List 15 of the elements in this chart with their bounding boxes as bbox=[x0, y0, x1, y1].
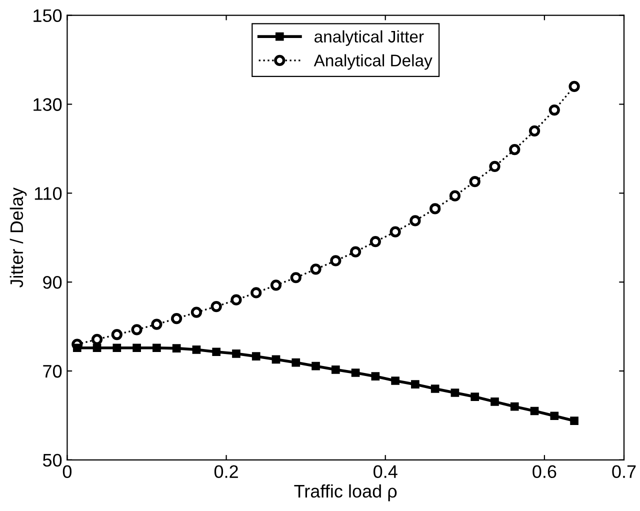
y-tick-label: 110 bbox=[34, 187, 62, 200]
legend-label: Analytical Delay bbox=[314, 54, 432, 70]
y-tick-label: 50 bbox=[42, 454, 62, 467]
y-tick-label: 70 bbox=[43, 364, 62, 378]
x-axis-title: Traffic load ρ bbox=[294, 484, 397, 502]
x-tick-label: 0.2 bbox=[214, 465, 238, 478]
x-tick-label: 0.6 bbox=[532, 465, 556, 478]
x-tick-label: 0.7 bbox=[612, 465, 636, 478]
y-tick-label: 90 bbox=[43, 276, 62, 289]
y-tick-label: 150 bbox=[34, 9, 62, 22]
y-axis-title: Jitter / Delay bbox=[10, 187, 27, 288]
x-tick-label: 0.4 bbox=[374, 465, 398, 478]
x-tick-label: 0 bbox=[62, 465, 72, 478]
legend-label: analytical Jitter bbox=[314, 30, 424, 46]
y-tick-label: 130 bbox=[34, 98, 62, 111]
